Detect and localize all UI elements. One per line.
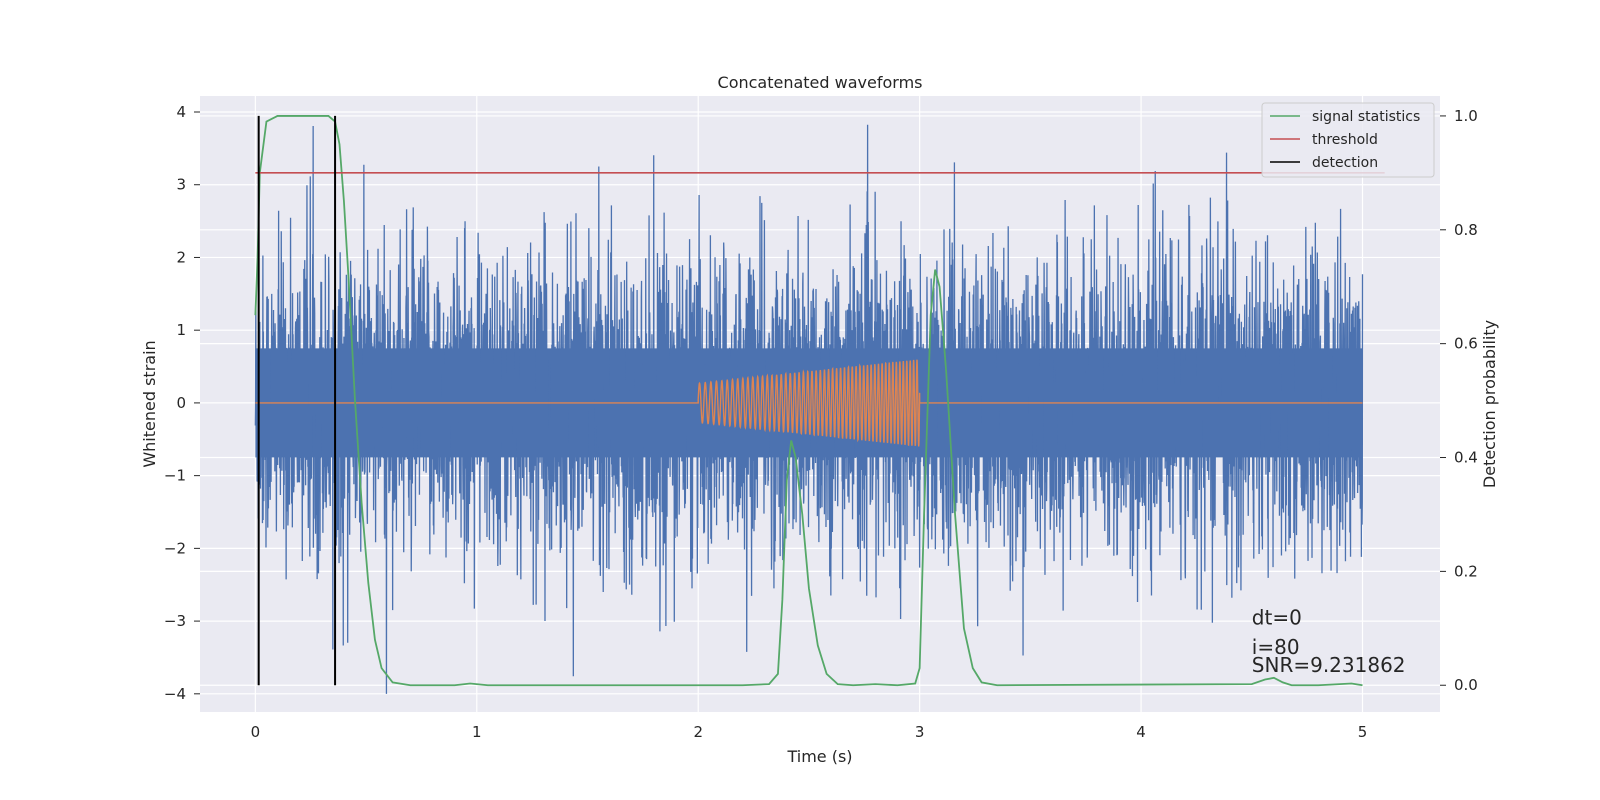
x-axis-label: Time (s)	[786, 747, 852, 766]
signal-statistics-line	[254, 115, 1363, 687]
chart-title: Concatenated waveforms	[718, 73, 923, 92]
y-tick-label: 4	[176, 103, 186, 121]
y-axis-right-label: Detection probability	[1480, 320, 1499, 488]
x-tick-label: 0	[251, 723, 261, 741]
y-right-tick-label: 0.4	[1454, 449, 1478, 467]
y-tick-label: −1	[164, 467, 186, 485]
series-layer	[254, 115, 1385, 687]
strain-noise-line	[254, 124, 1364, 694]
y-axis-label: Whitened strain	[140, 340, 159, 467]
legend-label-threshold: threshold	[1312, 132, 1378, 148]
axis-ticks: 0 1 2 3 4 5 −4 −3 −2 −1 0 1 2 3 4 0.0 0.2 0.4 0.6 0.8 1.0	[164, 103, 1478, 741]
legend-label-signal-statistics: signal statistics	[1312, 109, 1420, 125]
y-tick-label: −2	[164, 539, 186, 557]
x-tick-label: 4	[1136, 723, 1146, 741]
y-tick-label: −4	[164, 685, 186, 703]
y-tick-label: 3	[176, 176, 186, 194]
annotation-dt: dt=0	[1252, 606, 1302, 630]
y-tick-label: −3	[164, 612, 186, 630]
injected-chirp-line	[255, 359, 1363, 447]
annotation-index: i=80	[1252, 635, 1300, 659]
legend-box	[1261, 102, 1435, 178]
legend-label-detection: detection	[1312, 155, 1378, 171]
y-right-tick-label: 0.8	[1454, 221, 1478, 239]
x-tick-label: 3	[915, 723, 925, 741]
y-tick-label: 0	[176, 394, 186, 412]
y-right-tick-label: 0.6	[1454, 335, 1478, 353]
annotation-snr: SNR=9.231862	[1252, 653, 1406, 677]
y-tick-label: 2	[176, 248, 186, 266]
legend: signal statistics threshold detection	[1261, 102, 1435, 178]
x-tick-label: 5	[1358, 723, 1368, 741]
annotations: dt=0 i=80 SNR=9.231862	[1252, 606, 1406, 677]
y-right-tick-label: 0.2	[1454, 562, 1478, 580]
y-right-tick-label: 1.0	[1454, 107, 1478, 125]
x-tick-label: 2	[693, 723, 703, 741]
y-right-tick-label: 0.0	[1454, 676, 1478, 694]
y-tick-label: 1	[176, 321, 186, 339]
x-tick-label: 1	[472, 723, 482, 741]
